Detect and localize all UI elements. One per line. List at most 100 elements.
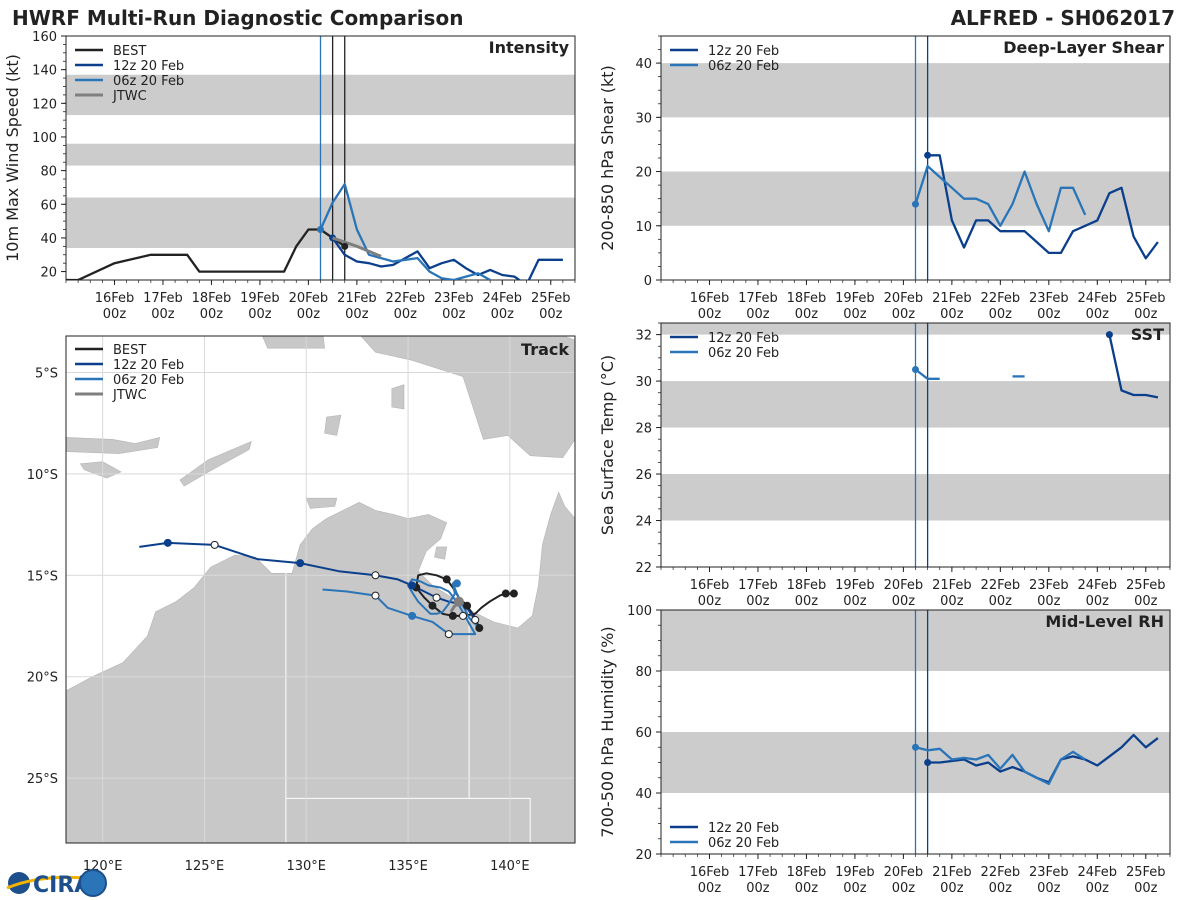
intensity-series-jtwc-line — [332, 236, 382, 258]
intensity-xtick-label: 21Feb — [337, 291, 377, 306]
track-legend-label: 06z 20 Feb — [113, 373, 184, 388]
sst-xtick-label: 00z — [698, 594, 722, 609]
rh-title: Mid-Level RH — [1045, 612, 1164, 631]
sst-ytick-label: 26 — [635, 468, 652, 483]
intensity-title: Intensity — [489, 38, 570, 57]
sst-xtick-label: 00z — [892, 594, 916, 609]
shear-xtick-label: 00z — [1086, 307, 1110, 322]
shear-xtick-label: 00z — [892, 307, 916, 322]
shear-xtick-label: 23Feb — [1029, 291, 1069, 306]
intensity-ytick-label: 40 — [40, 232, 57, 247]
intensity-xtick-label: 18Feb — [192, 291, 232, 306]
flores-island — [66, 436, 161, 454]
rh-xtick-label: 00z — [940, 881, 964, 896]
track-best-point — [463, 601, 472, 610]
intensity-xtick-label: 23Feb — [434, 291, 474, 306]
shear-series-run12z-start-point — [924, 151, 932, 159]
rh-xtick-label: 19Feb — [835, 865, 875, 880]
sst-xtick-label: 23Feb — [1029, 578, 1069, 593]
shear-xtick-label: 24Feb — [1078, 291, 1118, 306]
intensity-ytick-label: 160 — [32, 30, 57, 45]
intensity-xtick-label: 00z — [200, 307, 224, 322]
intensity-series-best-line — [66, 228, 346, 280]
groote-eylandt-island — [434, 546, 448, 560]
rh-ytick-label: 100 — [627, 604, 652, 619]
shear-xtick-label: 00z — [989, 307, 1013, 322]
intensity-panel: 2040608010012014016016Feb00z17Feb00z18Fe… — [3, 30, 576, 322]
track-run06z-point — [452, 579, 461, 588]
track-best-point — [509, 589, 518, 598]
sst-xtick-label: 21Feb — [932, 578, 972, 593]
sst-xtick-label: 00z — [843, 594, 867, 609]
shear-xtick-label: 20Feb — [884, 291, 924, 306]
track-xtick-label: 140°E — [490, 859, 530, 874]
sst-ytick-label: 24 — [635, 515, 652, 530]
intensity-xtick-label: 22Feb — [386, 291, 426, 306]
intensity-xtick-label: 00z — [442, 307, 466, 322]
intensity-series-run12z-line — [331, 237, 563, 280]
intensity-ytick-label: 100 — [32, 131, 57, 146]
shear-series-run12z-line — [927, 154, 1159, 260]
track-best-point — [442, 575, 451, 584]
track-best-point — [475, 624, 484, 633]
rh-xtick-label: 16Feb — [690, 865, 730, 880]
sst-xtick-label: 16Feb — [690, 578, 730, 593]
rh-xtick-label: 22Feb — [981, 865, 1021, 880]
rh-ytick-label: 40 — [635, 787, 652, 802]
track-best-point — [501, 589, 510, 598]
shear-xtick-label: 00z — [795, 307, 819, 322]
shear-series-group — [912, 151, 1159, 260]
intensity-ytick-label: 60 — [40, 198, 57, 213]
sst-ylabel: Sea Surface Temp (°C) — [598, 355, 617, 535]
shear-legend-label: 12z 20 Feb — [708, 44, 779, 59]
rh-series-run06z-line — [915, 746, 1086, 786]
sst-legend-label: 06z 20 Feb — [708, 346, 779, 361]
sst-xtick-label: 22Feb — [981, 578, 1021, 593]
shear-xtick-label: 18Feb — [787, 291, 827, 306]
track-run06z-point — [444, 630, 453, 639]
sst-xtick-label: 00z — [1134, 594, 1158, 609]
shear-xtick-label: 00z — [746, 307, 770, 322]
sst-legend-label: 12z 20 Feb — [708, 331, 779, 346]
sst-ytick-label: 32 — [635, 329, 652, 344]
sst-ytick-label: 30 — [635, 375, 652, 390]
track-run06z-point — [408, 611, 417, 620]
track-legend-label: BEST — [113, 343, 146, 358]
intensity-xtick-label: 00z — [394, 307, 418, 322]
sst-xtick-label: 00z — [746, 594, 770, 609]
shear-xtick-label: 16Feb — [690, 291, 730, 306]
shear-xtick-label: 19Feb — [835, 291, 875, 306]
aru-island — [391, 384, 405, 410]
intensity-series-run06z-line — [319, 182, 491, 280]
sst-xtick-label: 18Feb — [787, 578, 827, 593]
sst-xtick-label: 25Feb — [1126, 578, 1166, 593]
sst-xtick-label: 19Feb — [835, 578, 875, 593]
track-run12z-point — [210, 540, 219, 549]
intensity-xtick-label: 00z — [539, 307, 563, 322]
track-legend-label: 12z 20 Feb — [113, 358, 184, 373]
rh-xtick-label: 00z — [892, 881, 916, 896]
track-run12z-point — [408, 581, 417, 590]
nt-qld-border — [468, 607, 531, 843]
shear-series-run06z-line — [914, 164, 1087, 233]
intensity-ytick-label: 140 — [32, 64, 57, 79]
intensity-series-group — [66, 182, 563, 280]
rh-xtick-label: 00z — [698, 881, 722, 896]
sst-xtick-label: 00z — [795, 594, 819, 609]
rh-series-run12z-start-point — [924, 759, 932, 766]
sst-xtick-label: 20Feb — [884, 578, 924, 593]
rh-xtick-label: 18Feb — [787, 865, 827, 880]
shear-xtick-label: 00z — [1037, 307, 1061, 322]
rh-xtick-label: 17Feb — [738, 865, 778, 880]
sst-xtick-label: 00z — [940, 594, 964, 609]
intensity-ylabel: 10m Max Wind Speed (kt) — [3, 54, 22, 262]
shear-xtick-label: 17Feb — [738, 291, 778, 306]
rh-xtick-label: 25Feb — [1126, 865, 1166, 880]
intensity-xtick-label: 00z — [491, 307, 515, 322]
track-lines-group — [139, 538, 518, 639]
shear-xtick-label: 22Feb — [981, 291, 1021, 306]
rh-xtick-label: 00z — [1037, 881, 1061, 896]
australia-landmass — [66, 491, 575, 843]
intensity-legend-label: BEST — [113, 44, 146, 59]
shear-xtick-label: 00z — [698, 307, 722, 322]
